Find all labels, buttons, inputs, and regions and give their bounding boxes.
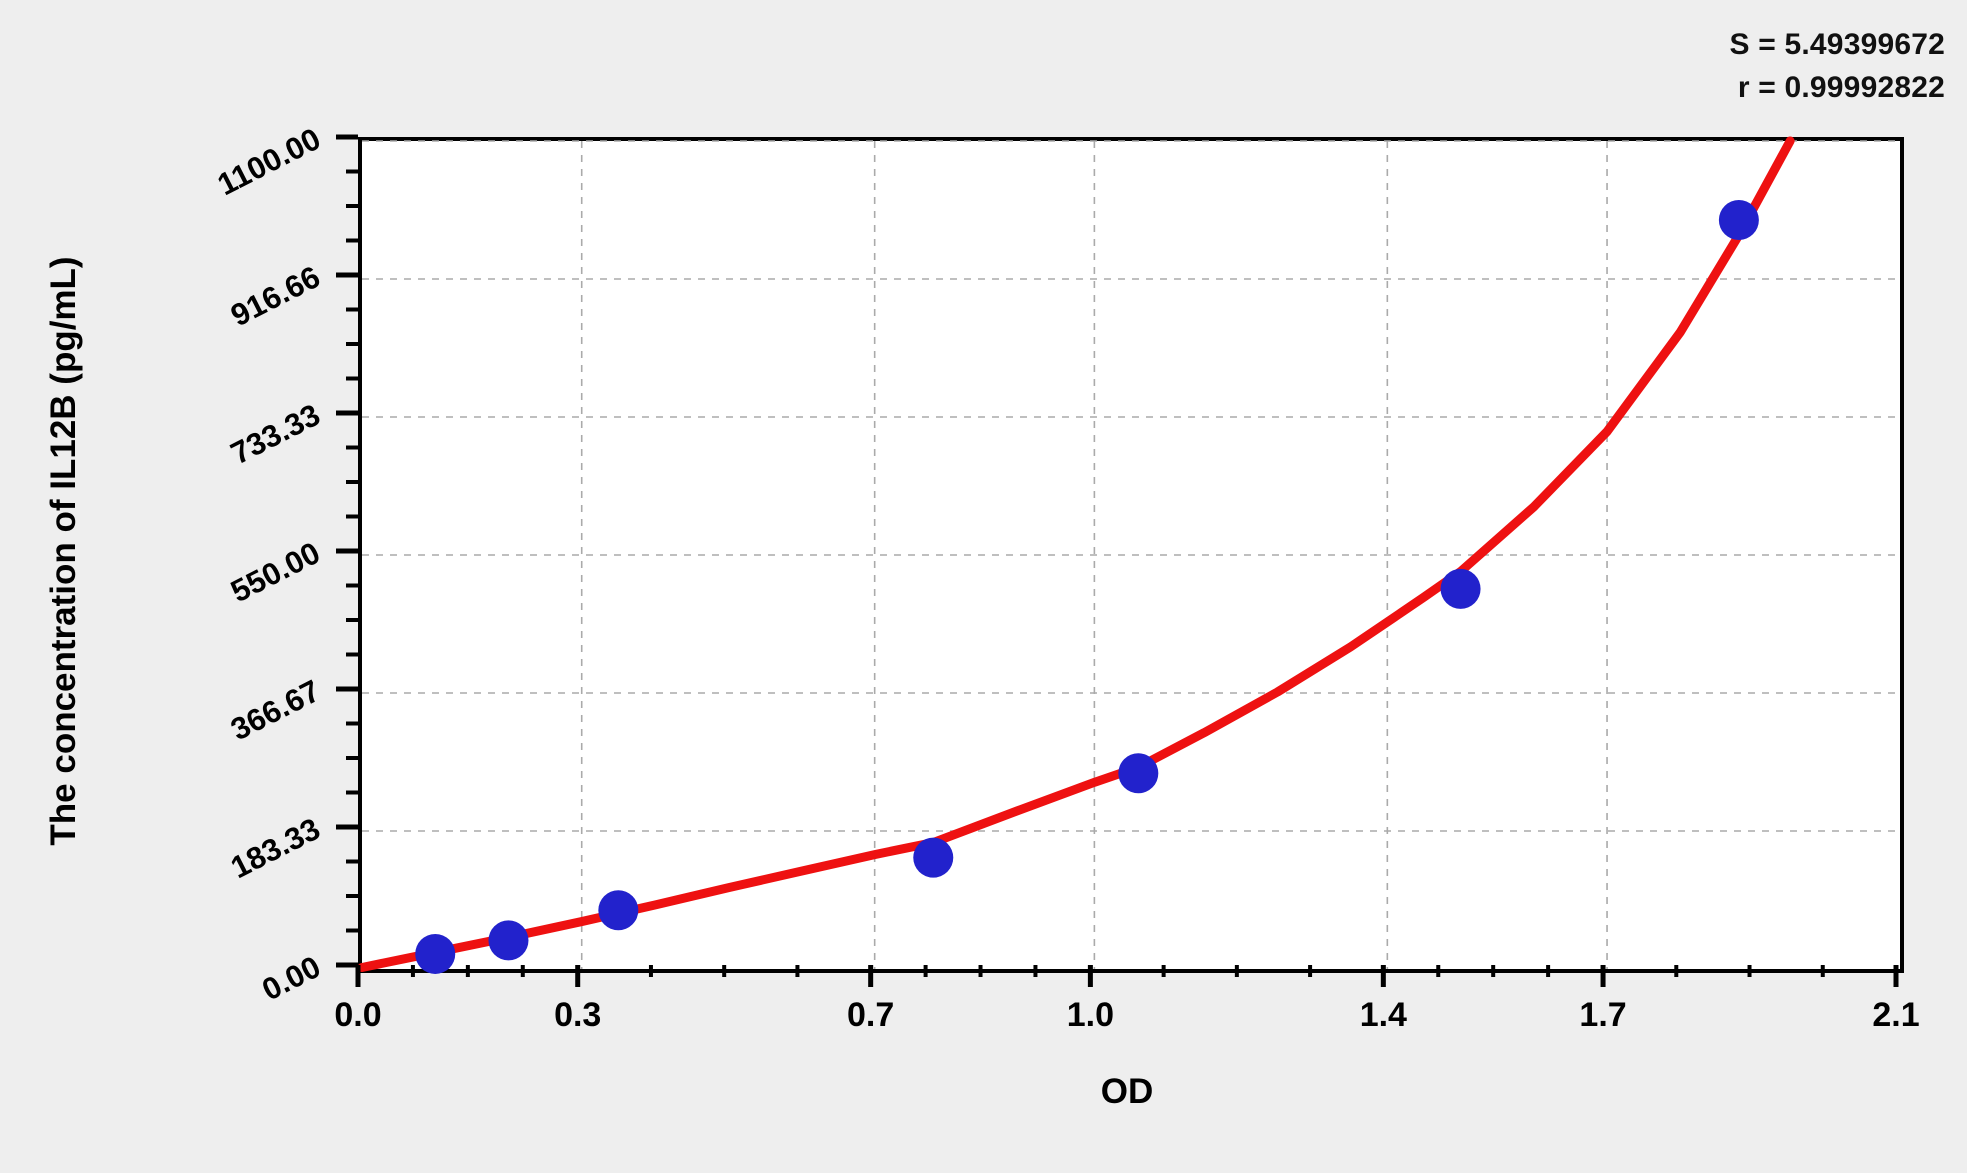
slope-annotation: S = 5.49399672 [1729,28,1945,61]
y-tick-label: 0.00 [256,948,326,1008]
y-tick-label: 916.66 [225,258,326,334]
x-tick-label: 2.1 [1872,996,1920,1034]
y-tick-label: 733.33 [225,396,326,472]
x-axis-tick-labels: 0.0 0.3 0.7 1.0 1.4 1.7 2.1 [334,996,1919,1056]
y-tick-label: 183.33 [225,810,326,886]
data-point [598,890,639,931]
x-tick-label: 1.4 [1359,996,1407,1034]
correlation-annotation: r = 0.99992822 [1737,70,1945,104]
x-tick-label: 0.7 [847,996,895,1034]
plot-area [357,136,1904,974]
plot-canvas [357,136,1900,974]
data-point [913,837,954,878]
data-point [415,933,456,974]
x-axis-title: OD [1100,1072,1154,1111]
data-point [1118,753,1159,794]
y-tick-label: 550.00 [225,534,326,610]
data-point [1718,200,1759,241]
y-axis-tick-labels: 0.00 183.33 366.67 550.00 733.33 916.66 1100.0… [0,121,340,1008]
y-tick-label: 366.67 [225,672,326,748]
data-point [1440,568,1481,609]
fit-statistics-annotation: S = 5.49399672 r = 0.99992822 [1730,24,1946,109]
y-tick-label: 1100.00 [211,120,326,203]
x-tick-label: 1.0 [1066,996,1115,1034]
x-tick-label: 0.0 [334,996,382,1034]
x-tick-label: 0.3 [554,996,602,1034]
x-tick-label: 1.7 [1579,996,1627,1034]
data-point [488,920,529,961]
